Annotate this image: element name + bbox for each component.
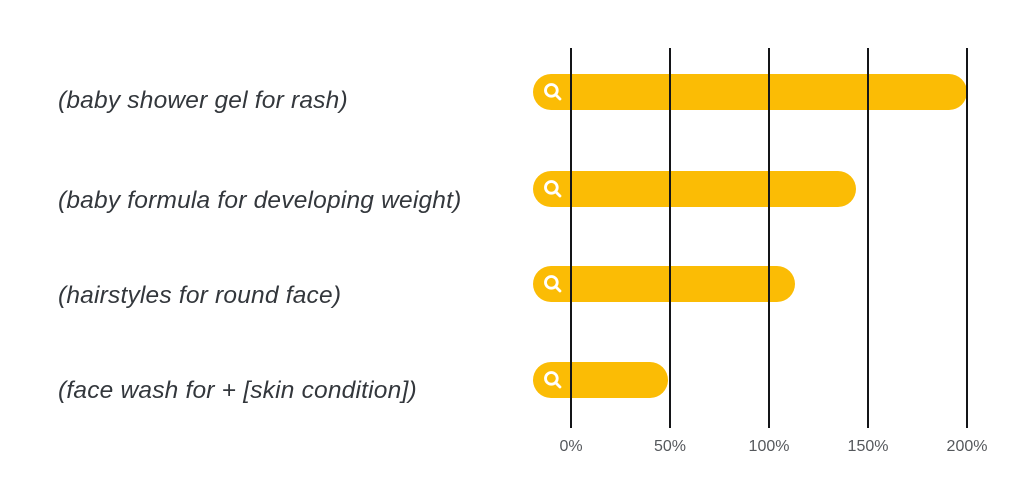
- bar-baby-formula: [533, 171, 857, 207]
- category-label: (baby shower gel for rash): [58, 87, 348, 114]
- search-icon: [544, 180, 562, 198]
- x-tick-label: 0%: [559, 438, 583, 455]
- category-label: (face wash for + [skin condition]): [58, 377, 417, 404]
- x-tick-label: 200%: [946, 438, 988, 455]
- search-icon: [544, 275, 562, 293]
- x-tick-label: 50%: [653, 438, 687, 455]
- search-icon: [544, 371, 562, 389]
- category-label: (hairstyles for round face): [58, 282, 342, 309]
- gridline-150pct: [867, 48, 869, 428]
- category-label: (baby formula for developing weight): [58, 187, 462, 214]
- search-icon: [544, 83, 562, 101]
- gridline-0pct: [570, 48, 572, 428]
- gridline-50pct: [669, 48, 671, 428]
- gridline-200pct: [966, 48, 968, 428]
- gridline-100pct: [768, 48, 770, 428]
- bar-baby-shower-gel: [533, 74, 967, 110]
- bar-hairstyles: [533, 266, 795, 302]
- bar-face-wash: [533, 362, 669, 398]
- x-tick-label: 100%: [748, 438, 790, 455]
- x-tick-label: 150%: [847, 438, 889, 455]
